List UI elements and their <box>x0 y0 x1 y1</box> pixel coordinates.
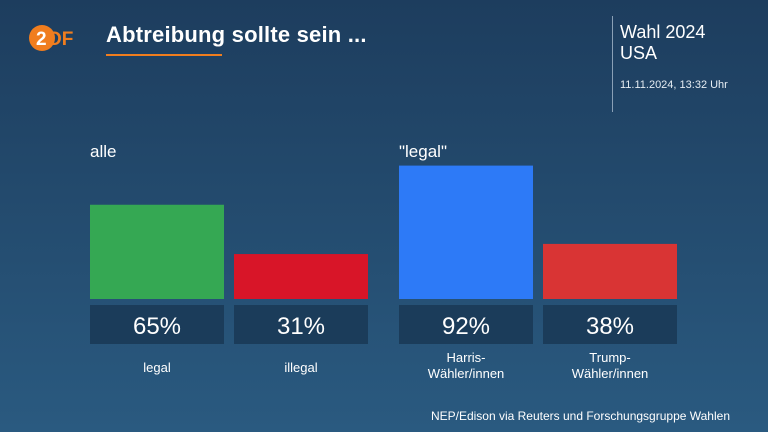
value-box-legal <box>90 305 224 344</box>
timestamp: 11.11.2024, 13:32 Uhr <box>620 79 728 91</box>
header-divider <box>612 16 613 112</box>
group-label-alle: alle <box>90 142 117 161</box>
category-label-legal: legal <box>143 360 171 375</box>
title-underline <box>106 54 222 56</box>
svg-text:2: 2 <box>36 29 47 50</box>
value-label-legal: 65% <box>133 313 181 340</box>
event-label: Wahl 2024 USA <box>620 22 705 64</box>
category-label-illegal: illegal <box>284 360 317 375</box>
value-label-illegal: 31% <box>277 313 325 340</box>
source-note: NEP/Edison via Reuters und Forschungsgru… <box>430 409 730 423</box>
svg-text:DF: DF <box>48 29 73 50</box>
chart-title: Abtreibung sollte sein ... <box>106 22 367 47</box>
zdf-logo: 2 DF <box>29 25 73 51</box>
event-line-2: USA <box>620 43 658 63</box>
bar-illegal <box>234 254 368 299</box>
group-label-legal: "legal" <box>399 142 447 161</box>
value-box-illegal <box>234 305 368 344</box>
category-label-harris-wähler-innen: Harris-Wähler/innen <box>428 350 505 381</box>
bar-legal <box>90 204 224 299</box>
bar-trump-wähler-innen <box>543 243 677 299</box>
value-label-trump-wähler-innen: 38% <box>586 313 634 340</box>
category-label-trump-wähler-innen: Trump-Wähler/innen <box>572 350 649 381</box>
event-line-1: Wahl 2024 <box>620 22 706 42</box>
bar-harris-wähler-innen <box>399 165 533 299</box>
value-box-harris-wähler-innen <box>399 305 533 344</box>
value-box-trump-wähler-innen <box>543 305 677 344</box>
value-label-harris-wähler-innen: 92% <box>442 313 490 340</box>
